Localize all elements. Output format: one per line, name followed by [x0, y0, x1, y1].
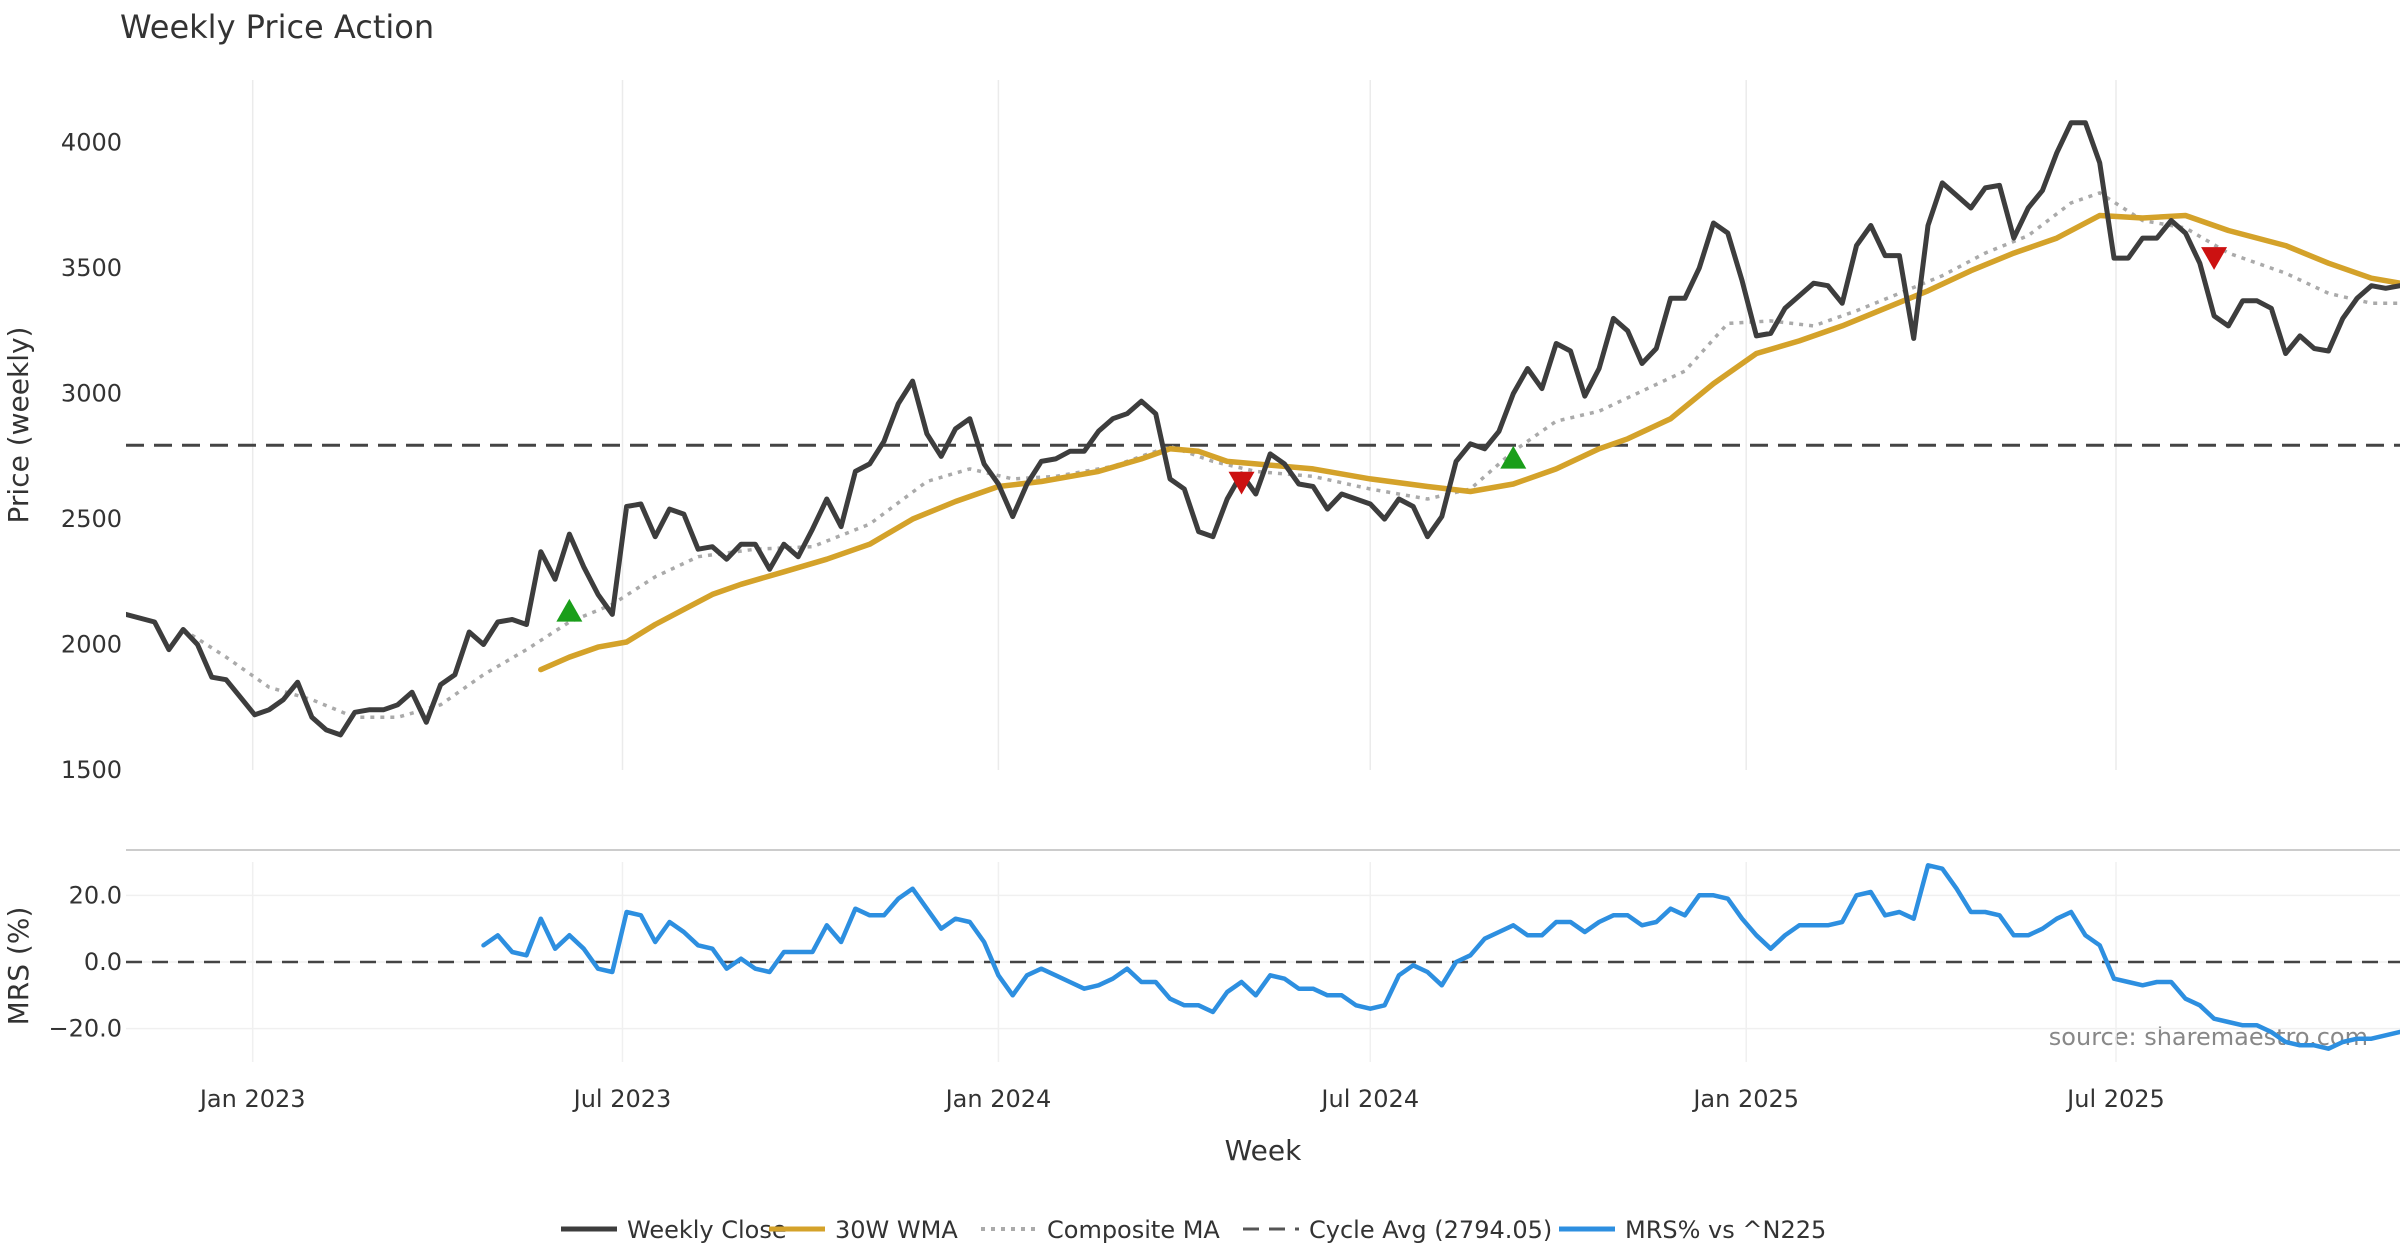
composite-ma-line: [182, 191, 2400, 720]
wma-30w-line: [538, 212, 2400, 673]
signal-markers: [556, 247, 2228, 622]
mrs-y-tick-label: 0.0: [84, 948, 122, 976]
legend-label: Cycle Avg (2794.05): [1309, 1216, 1552, 1244]
grid-layer: [126, 80, 2400, 1062]
price-y-tick-label: 2000: [61, 631, 122, 659]
price-y-tick-label: 3000: [61, 380, 122, 408]
legend-item: Cycle Avg (2794.05): [1243, 1216, 1552, 1244]
mrs-y-tick-label: −20.0: [48, 1015, 122, 1043]
price-y-tick-label: 3500: [61, 254, 122, 282]
x-tick-label: Jan 2023: [198, 1085, 306, 1113]
series-layer: [126, 120, 2400, 1051]
x-axis-label: Week: [1225, 1134, 1302, 1167]
chart-title: Weekly Price Action: [120, 8, 434, 46]
mrs-y-tick-label: 20.0: [69, 881, 122, 909]
legend-item: Composite MA: [981, 1216, 1220, 1244]
legend-label: 30W WMA: [835, 1216, 958, 1244]
price-y-tick-label: 1500: [61, 756, 122, 784]
mrs-line: [481, 863, 2400, 1051]
legend-item: Weekly Close: [561, 1216, 787, 1244]
legend-item: MRS% vs ^N225: [1559, 1216, 1826, 1244]
legend: Weekly Close 30W WMA Composite MA Cycle Avg…: [561, 1216, 1826, 1244]
x-tick-label: Jul 2024: [1319, 1085, 1419, 1113]
price-y-tick-label: 2500: [61, 505, 122, 533]
reference-lines: [126, 443, 2400, 964]
legend-item: 30W WMA: [769, 1216, 958, 1244]
x-tick-label: Jul 2023: [572, 1085, 672, 1113]
sell-signal-marker: [2201, 247, 2228, 270]
sell-signal-marker: [1228, 471, 1255, 495]
weekly-close-line: [126, 120, 2400, 738]
x-tick-label: Jul 2025: [2065, 1085, 2165, 1113]
buy-signal-marker: [1500, 445, 1527, 469]
legend-label: MRS% vs ^N225: [1625, 1216, 1826, 1244]
price-y-tick-label: 4000: [61, 129, 122, 157]
legend-label: Weekly Close: [627, 1216, 787, 1244]
buy-signal-marker: [556, 598, 583, 622]
axis-ticks: Jan 2023 Jul 2023 Jan 2024 Jul 2024 Jan 2025…: [48, 129, 2164, 1113]
x-tick-label: Jan 2025: [1691, 1085, 1799, 1113]
x-tick-label: Jan 2024: [944, 1085, 1052, 1113]
mrs-y-axis-label: MRS (%): [2, 907, 35, 1026]
price-y-axis-label: Price (weekly): [2, 327, 35, 524]
legend-label: Composite MA: [1047, 1216, 1220, 1244]
